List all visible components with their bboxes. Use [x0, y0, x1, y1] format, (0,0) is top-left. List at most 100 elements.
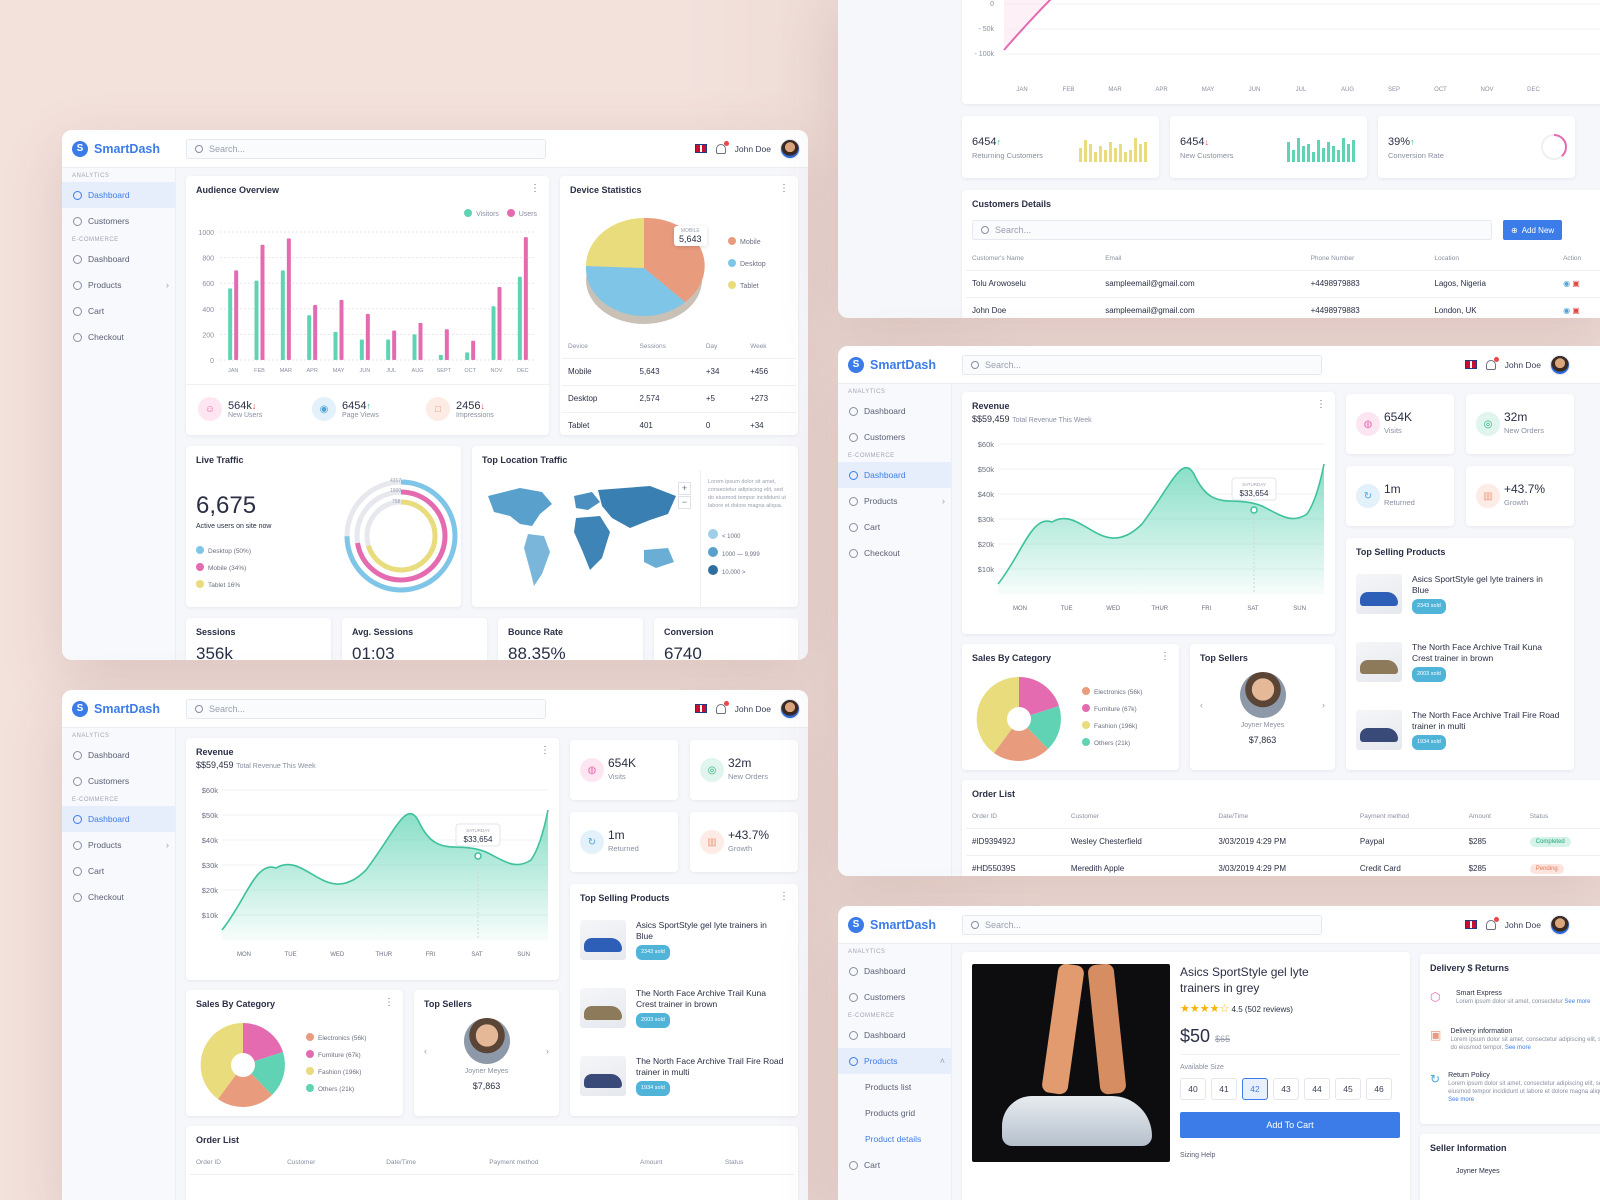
th[interactable]: Phone Number: [1304, 248, 1429, 271]
see-more-link[interactable]: See more: [1564, 999, 1591, 1005]
th[interactable]: Order ID: [190, 1152, 282, 1175]
sidebar-item-dashboard[interactable]: Dashboard: [62, 742, 175, 768]
avatar[interactable]: [1550, 914, 1570, 935]
sidebar-item-cart[interactable]: Cart: [838, 514, 951, 540]
th[interactable]: Amount: [634, 1152, 719, 1175]
th[interactable]: Date/Time: [1212, 806, 1354, 829]
sidebar-item-ecom-dashboard[interactable]: Dashboard: [62, 806, 175, 832]
size-option[interactable]: 46: [1366, 1078, 1392, 1100]
product-item[interactable]: Asics SportStyle gel lyte trainers in Bl…: [580, 920, 786, 960]
sidebar-item-checkout[interactable]: Checkout: [62, 884, 175, 910]
sizing-help-link[interactable]: Sizing Help: [1180, 1152, 1216, 1159]
sidebar-item-customers[interactable]: Customers: [62, 208, 175, 234]
avatar[interactable]: [780, 138, 800, 159]
sidebar-subitem-product-details[interactable]: Product details: [865, 1134, 922, 1144]
size-option[interactable]: 44: [1304, 1078, 1330, 1100]
sidebar-item-products[interactable]: Products ›: [838, 488, 951, 514]
more-icon[interactable]: ⋮: [1160, 651, 1170, 662]
search-input[interactable]: Search...: [962, 914, 1322, 935]
sidebar-item-customers[interactable]: Customers: [838, 984, 951, 1010]
sidebar-item-ecom-dashboard[interactable]: Dashboard: [838, 1022, 951, 1048]
product-item[interactable]: The North Face Archive Trail Fire Road t…: [580, 1056, 786, 1096]
sidebar-item-customers[interactable]: Customers: [62, 768, 175, 794]
zoom-in-button[interactable]: +: [678, 482, 691, 495]
sidebar-item-cart[interactable]: Cart: [62, 298, 175, 324]
product-item[interactable]: The North Face Archive Trail Fire Road t…: [1356, 710, 1562, 750]
th[interactable]: Email: [1099, 248, 1305, 271]
view-icon[interactable]: ◉: [1563, 279, 1571, 288]
bell-icon[interactable]: [1485, 916, 1499, 930]
brand[interactable]: S SmartDash: [838, 356, 962, 373]
prev-arrow-icon[interactable]: ‹: [424, 1046, 427, 1056]
product-item[interactable]: The North Face Archive Trail Kuna Crest …: [580, 988, 786, 1028]
th[interactable]: Customer's Name: [966, 248, 1100, 271]
sidebar-item-dashboard[interactable]: Dashboard: [62, 182, 175, 208]
sidebar-item-products[interactable]: Products ˄: [838, 1048, 951, 1074]
more-icon[interactable]: ⋮: [540, 745, 550, 756]
sidebar-subitem-products-grid[interactable]: Products grid: [865, 1108, 916, 1118]
sidebar-item-checkout[interactable]: Checkout: [838, 540, 951, 566]
product-item[interactable]: The North Face Archive Trail Kuna Crest …: [1356, 642, 1562, 682]
sidebar-item-cart[interactable]: Cart: [838, 1152, 951, 1178]
search-input[interactable]: Search...: [186, 698, 546, 719]
size-option[interactable]: 43: [1273, 1078, 1299, 1100]
brand[interactable]: S SmartDash: [62, 700, 186, 717]
more-icon[interactable]: ⋮: [1316, 399, 1326, 410]
add-new-button[interactable]: ⊕ Add New: [1503, 220, 1563, 240]
search-input[interactable]: Search...: [962, 354, 1322, 375]
delete-icon[interactable]: ▣: [1572, 279, 1580, 288]
see-more-link[interactable]: See more: [1504, 1045, 1531, 1051]
uk-flag-icon[interactable]: [694, 704, 707, 713]
see-more-link[interactable]: See more: [1448, 1097, 1475, 1103]
th[interactable]: Amount: [1462, 806, 1524, 829]
sidebar-subitem-products-list[interactable]: Products list: [865, 1082, 912, 1092]
sidebar-item-dashboard[interactable]: Dashboard: [838, 398, 951, 424]
more-icon[interactable]: ⋮: [779, 183, 789, 194]
sidebar-item-checkout[interactable]: Checkout: [62, 324, 175, 350]
th[interactable]: Payment method: [483, 1152, 634, 1175]
sidebar-item-dashboard[interactable]: Dashboard: [838, 958, 951, 984]
size-option[interactable]: 45: [1335, 1078, 1361, 1100]
next-arrow-icon[interactable]: ›: [1322, 700, 1325, 710]
th[interactable]: Date/Time: [380, 1152, 484, 1175]
size-option[interactable]: 41: [1211, 1078, 1237, 1100]
search-input[interactable]: Search...: [186, 138, 546, 159]
brand[interactable]: S SmartDash: [838, 916, 962, 933]
delete-icon[interactable]: ▣: [1572, 306, 1580, 315]
user-name[interactable]: John Doe: [734, 703, 771, 714]
th[interactable]: Customer: [1064, 806, 1213, 829]
th[interactable]: Customer: [281, 1152, 381, 1175]
uk-flag-icon[interactable]: [694, 144, 707, 153]
sidebar-item-products[interactable]: Products ›: [62, 272, 175, 298]
sidebar-item-cart[interactable]: Cart: [62, 858, 175, 884]
sidebar-item-ecom-dashboard[interactable]: Dashboard: [62, 246, 175, 272]
uk-flag-icon[interactable]: [1464, 920, 1477, 929]
user-name[interactable]: John Doe: [734, 143, 771, 154]
th[interactable]: Order ID: [966, 806, 1065, 829]
bell-icon[interactable]: [715, 140, 729, 154]
customers-search-input[interactable]: Search...: [972, 220, 1492, 240]
prev-arrow-icon[interactable]: ‹: [1200, 700, 1203, 710]
sidebar-item-customers[interactable]: Customers: [838, 424, 951, 450]
more-icon[interactable]: ⋮: [384, 997, 394, 1008]
more-icon[interactable]: ⋮: [779, 891, 789, 902]
sidebar-item-ecom-dashboard[interactable]: Dashboard: [838, 462, 951, 488]
more-icon[interactable]: ⋮: [530, 183, 540, 194]
zoom-out-button[interactable]: −: [678, 496, 691, 509]
sidebar-item-products[interactable]: Products ›: [62, 832, 175, 858]
add-to-cart-button[interactable]: Add To Cart: [1180, 1112, 1400, 1138]
uk-flag-icon[interactable]: [1464, 360, 1477, 369]
product-item[interactable]: Asics SportStyle gel lyte trainers in Bl…: [1356, 574, 1562, 614]
next-arrow-icon[interactable]: ›: [546, 1046, 549, 1056]
th[interactable]: Location: [1428, 248, 1558, 271]
brand[interactable]: S SmartDash: [62, 140, 186, 157]
bell-icon[interactable]: [715, 700, 729, 714]
size-option-selected[interactable]: 42: [1242, 1078, 1268, 1100]
size-option[interactable]: 40: [1180, 1078, 1206, 1100]
avatar[interactable]: [780, 698, 800, 719]
avatar[interactable]: [1550, 354, 1570, 375]
user-name[interactable]: John Doe: [1504, 359, 1541, 370]
user-name[interactable]: John Doe: [1504, 919, 1541, 930]
view-icon[interactable]: ◉: [1563, 306, 1571, 315]
bell-icon[interactable]: [1485, 356, 1499, 370]
